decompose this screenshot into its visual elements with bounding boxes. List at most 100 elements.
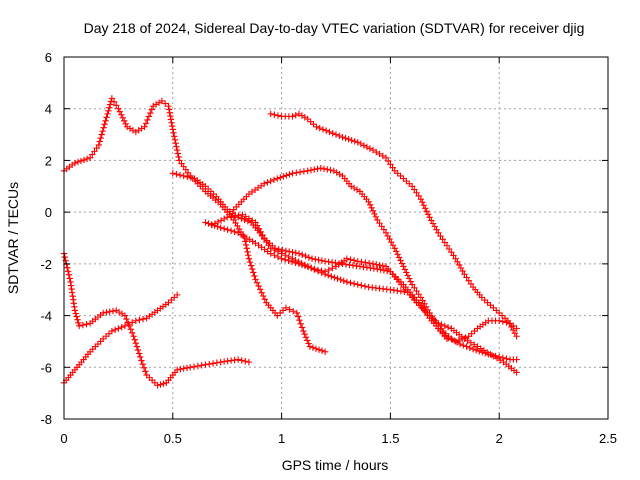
data-point (420, 202, 427, 209)
data-point (408, 183, 416, 190)
data-point (267, 250, 274, 257)
data-point (292, 259, 299, 267)
data-point (379, 152, 386, 160)
data-point (397, 257, 404, 264)
data-point (202, 361, 209, 368)
data-point (173, 366, 181, 374)
data-point (245, 252, 252, 259)
data-point (244, 248, 251, 255)
data-point (238, 357, 245, 364)
data-point (255, 282, 262, 290)
data-point (75, 319, 82, 327)
data-point (128, 329, 136, 337)
data-point (135, 350, 143, 357)
data-point (513, 356, 520, 363)
data-point (337, 276, 344, 283)
data-point (111, 326, 119, 333)
data-point (289, 113, 296, 120)
data-point (467, 339, 475, 346)
data-point (224, 214, 231, 221)
data-point (274, 175, 281, 182)
data-point (99, 309, 107, 317)
data-point (96, 138, 103, 145)
data-point (323, 127, 330, 134)
data-point (460, 342, 467, 349)
data-point (118, 111, 125, 118)
data-point (260, 180, 268, 187)
data-point (340, 277, 347, 285)
data-point (95, 141, 103, 149)
data-point (318, 347, 326, 354)
series-arc-4 (169, 170, 520, 345)
data-point (167, 116, 175, 123)
data-point (456, 340, 464, 348)
data-point (343, 278, 351, 286)
data-point (299, 251, 306, 259)
data-point (173, 146, 181, 154)
data-point (64, 268, 72, 275)
data-point (279, 246, 286, 254)
data-point (452, 338, 459, 345)
data-point (301, 330, 308, 338)
data-point (264, 179, 271, 186)
data-point (184, 173, 191, 181)
data-point (354, 139, 361, 146)
data-point (432, 319, 440, 326)
data-point (134, 346, 142, 354)
data-point (231, 212, 239, 220)
data-point (220, 225, 228, 232)
data-point (140, 364, 148, 372)
data-point (147, 109, 154, 117)
data-point (115, 325, 122, 332)
data-point (318, 267, 325, 274)
data-point (132, 339, 140, 347)
data-point (360, 142, 368, 149)
data-point (311, 166, 318, 173)
plot-frame (63, 56, 609, 420)
data-point (109, 307, 117, 315)
y-tick-label: 0 (45, 205, 52, 220)
data-point (209, 360, 217, 367)
data-point (245, 215, 253, 222)
data-point (369, 146, 377, 154)
data-point (252, 276, 259, 283)
data-point (513, 333, 520, 340)
data-point (308, 255, 316, 262)
data-point (376, 150, 383, 158)
x-axis-label: GPS time / hours (282, 457, 389, 473)
data-point (62, 257, 69, 264)
data-point (83, 320, 90, 328)
data-point (358, 258, 365, 266)
data-point (448, 249, 455, 256)
data-point (387, 161, 394, 168)
data-point (142, 368, 149, 375)
data-point (77, 157, 85, 165)
data-point (258, 289, 265, 296)
chart-title: Day 218 of 2024, Sidereal Day-to-day VTE… (84, 20, 585, 36)
data-point (227, 213, 235, 220)
data-point (461, 335, 468, 343)
data-point (362, 259, 369, 266)
data-point (354, 281, 361, 288)
data-point (133, 343, 141, 350)
data-point (267, 177, 274, 185)
data-point (277, 174, 284, 181)
data-point (301, 262, 309, 270)
data-point (217, 224, 224, 231)
data-point (110, 98, 118, 106)
ticks (63, 56, 609, 420)
y-tick-label: -6 (40, 360, 52, 375)
data-point (295, 260, 303, 268)
data-point (394, 251, 401, 258)
data-point (71, 159, 79, 167)
data-point (413, 287, 420, 295)
data-point (173, 171, 180, 178)
data-point (205, 220, 212, 227)
data-point (315, 256, 322, 264)
data-point (462, 334, 469, 341)
data-point (239, 211, 246, 218)
data-point (331, 274, 338, 281)
data-point (280, 173, 287, 180)
data-point (91, 148, 98, 155)
